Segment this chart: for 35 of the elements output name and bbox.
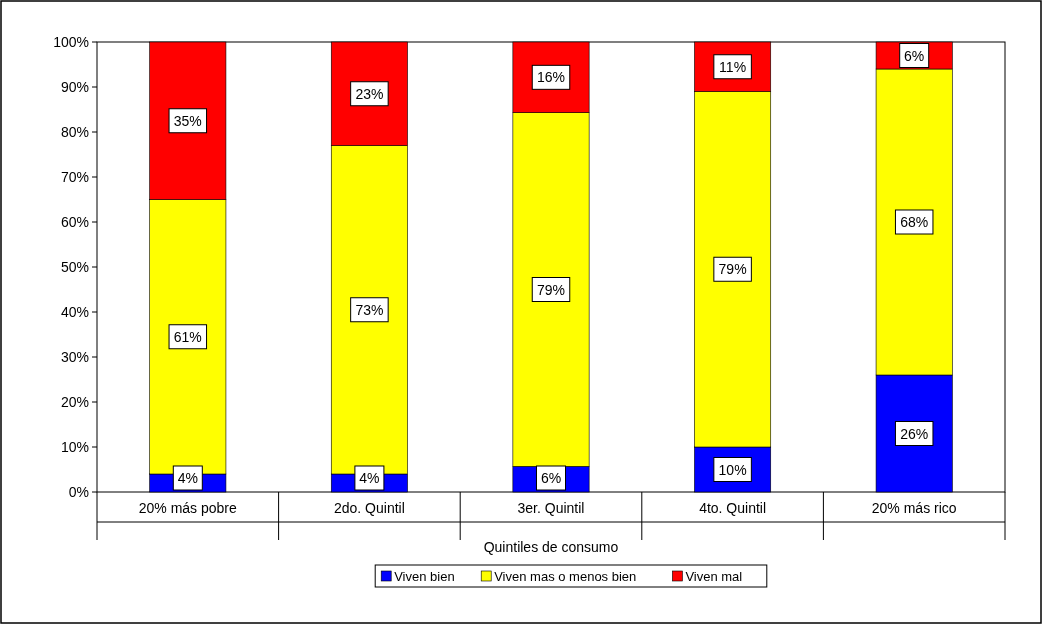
data-label: 26%	[900, 425, 929, 442]
x-tick-label: 20% más rico	[871, 500, 957, 516]
data-label: 35%	[173, 112, 202, 129]
y-tick-label: 50%	[60, 259, 89, 275]
y-tick-label: 60%	[60, 214, 89, 230]
y-tick-label: 40%	[60, 304, 89, 320]
data-label: 73%	[355, 301, 384, 318]
data-label: 16%	[536, 69, 566, 86]
data-label: 4%	[177, 470, 198, 486]
y-tick-label: 90%	[60, 79, 89, 95]
data-label: 68%	[900, 214, 929, 230]
legend-label: Viven bien	[394, 569, 455, 584]
y-tick-label: 30%	[60, 349, 89, 365]
y-tick-label: 10%	[60, 439, 89, 455]
data-label: 61%	[173, 328, 202, 345]
x-tick-label: 2do. Quintil	[333, 500, 405, 516]
y-tick-label: 80%	[60, 124, 89, 140]
x-tick-label: 4to. Quintil	[699, 500, 767, 516]
y-tick-label: 70%	[60, 169, 89, 185]
x-axis-title: Quintiles de consumo	[483, 539, 619, 555]
legend-label: Viven mal	[685, 569, 743, 584]
y-tick-label: 20%	[60, 394, 89, 410]
data-label: 10%	[718, 461, 747, 478]
data-label: 23%	[355, 85, 384, 102]
data-label: 6%	[904, 47, 925, 64]
y-tick-label: 0%	[68, 484, 89, 500]
x-tick-label: 20% más pobre	[138, 500, 238, 516]
data-label: 79%	[536, 281, 566, 298]
data-label: 6%	[540, 470, 562, 486]
legend-label: Viven mas o menos bien	[494, 569, 637, 584]
data-label: 4%	[359, 470, 380, 486]
data-label: 11%	[719, 58, 747, 75]
y-tick-label: 100%	[53, 34, 89, 50]
data-label: 79%	[718, 261, 747, 278]
x-tick-label: 3er. Quintil	[517, 500, 585, 516]
